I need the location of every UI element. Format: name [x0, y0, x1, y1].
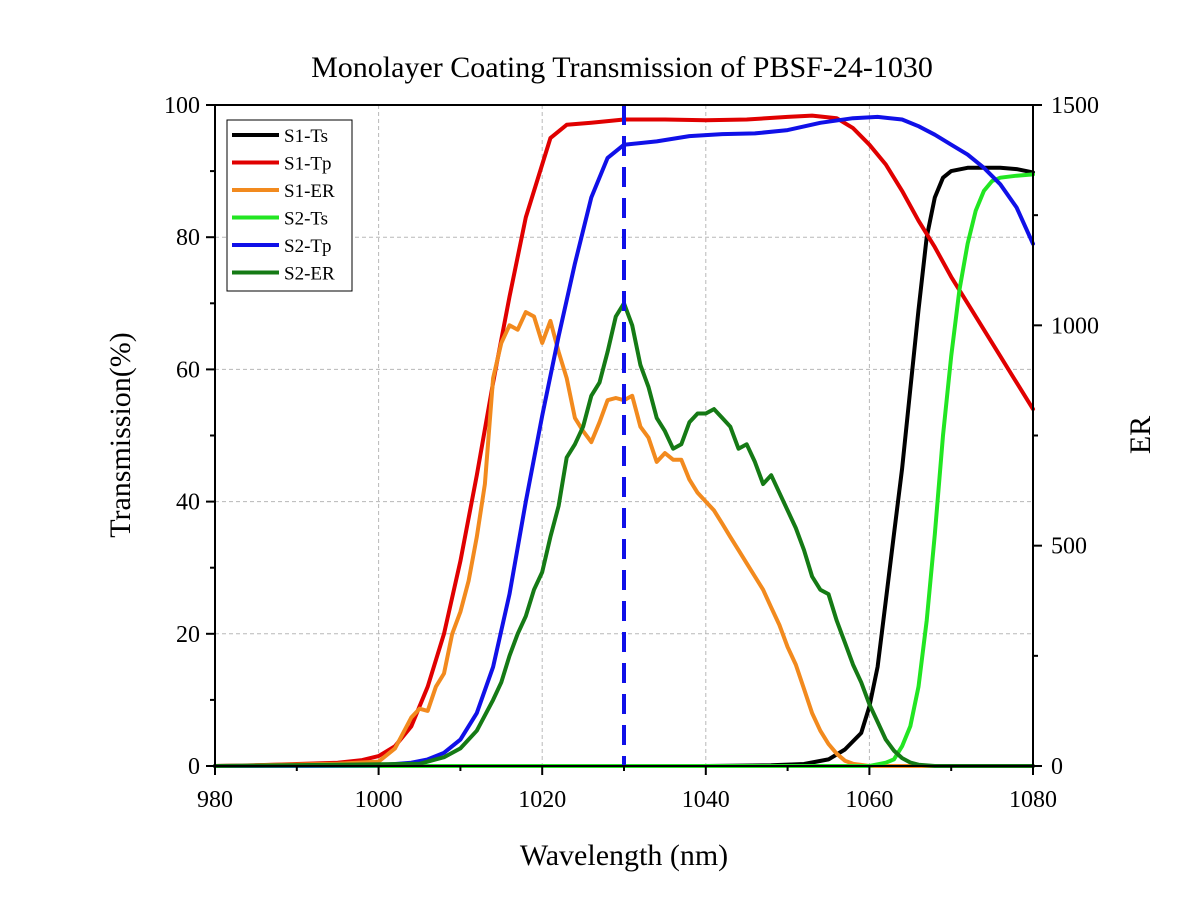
series-line-s2-ts	[213, 172, 1035, 768]
y-axis-label: Transmission(%)	[104, 332, 137, 538]
y-tick-label: 60	[176, 357, 200, 383]
x-tick-label: 1020	[518, 787, 566, 813]
series-line-s2-tp	[213, 114, 1035, 768]
legend-label: S1-Ts	[284, 126, 328, 147]
y-tick-label: 20	[176, 622, 200, 648]
legend-label: S2-Ts	[284, 209, 328, 230]
y2-tick-label: 1000	[1051, 313, 1099, 339]
series-line-s1-ts	[213, 165, 1035, 768]
y-tick-label: 0	[188, 754, 200, 780]
legend-label: S2-Tp	[284, 236, 332, 257]
legend-box	[226, 119, 353, 292]
legend-label: S1-ER	[284, 181, 335, 202]
series-layer	[213, 105, 1035, 768]
y-tick-label: 80	[176, 225, 200, 251]
x-tick-label: 1060	[845, 787, 893, 813]
legend-label: S2-ER	[284, 264, 335, 285]
x-tick-label: 1080	[1009, 787, 1057, 813]
x-tick-label: 1040	[682, 787, 730, 813]
chart-title: Monolayer Coating Transmission of PBSF-2…	[311, 51, 933, 84]
legend: S1-Ts S1-Tp S1-ER S2-Ts S2-Tp S2-ER	[226, 119, 353, 292]
x-tick-label: 1000	[355, 787, 403, 813]
x-tick-label: 980	[197, 787, 233, 813]
y2-tick-label: 0	[1051, 754, 1063, 780]
axes-layer: 980 1000 1020 1040 1060 108002040608010005001…	[164, 93, 1099, 813]
legend-label: S1-Tp	[284, 154, 332, 175]
series-line-s2-er	[213, 301, 1035, 768]
y-tick-label: 40	[176, 490, 200, 516]
y2-tick-label: 1500	[1051, 93, 1099, 119]
y2-axis-label: ER	[1124, 416, 1157, 454]
x-axis-label: Wavelength (nm)	[520, 839, 728, 872]
y-tick-label: 100	[164, 93, 200, 119]
y2-tick-label: 500	[1051, 534, 1087, 560]
